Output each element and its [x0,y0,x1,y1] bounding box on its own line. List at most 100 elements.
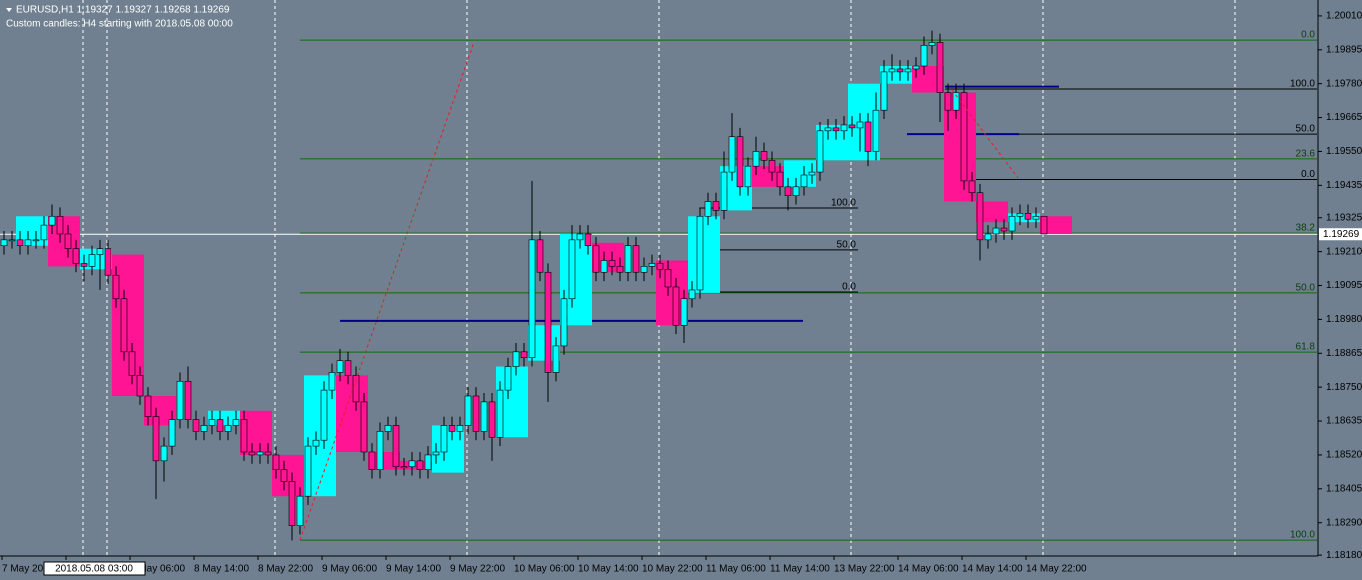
candle-body [232,419,240,426]
candle-body [80,263,88,267]
candle-body [400,466,408,469]
candle-body [632,245,640,273]
candle-body [184,380,192,420]
x-tick-label: 7 May 2018 [2,564,55,575]
x-tick-label: 10 May 14:00 [578,564,639,575]
candle-body [664,269,672,288]
candle-body [1008,215,1016,232]
candle-body [528,239,536,359]
candle-body [960,92,968,182]
y-tick-label: 1.19210 [1326,246,1362,257]
candle-body [864,121,872,152]
x-tick-label: 10 May 06:00 [514,564,575,575]
candle-body [376,431,384,470]
bid-box [1319,228,1362,241]
h4-candle [400,460,432,470]
candle-body [976,192,984,241]
candle-body [656,263,664,270]
candle-body [904,68,912,73]
candle-body [176,380,184,420]
candle-body [928,42,936,46]
candle-body [728,136,736,173]
y-tick-label: 1.18405 [1326,483,1362,494]
candle-body [112,274,120,300]
fib-label: 50.0 [1296,283,1316,294]
candle-body [648,263,656,267]
candle-body [536,239,544,273]
h4-candle [752,166,784,187]
candle-body [48,215,56,226]
candle-body [272,454,280,470]
candle-body [912,65,920,70]
candle-body [16,239,24,247]
candle-body [136,375,144,397]
x-tick-label: 9 May 22:00 [450,564,505,575]
y-tick-label: 1.20010 [1326,11,1362,22]
fib-label: 50.0 [837,240,857,251]
candle-body [280,469,288,482]
y-tick-label: 1.18980 [1326,314,1362,325]
candle-body [736,136,744,188]
plot-area: 0.0 23.6 38.2 50.0 61.8 100.0 100.0 50.0 0.0 100.… [0,0,1318,556]
y-tick-label: 1.18750 [1326,382,1362,393]
candle-body [120,298,128,353]
candle-body [304,445,312,497]
y-tick-label: 1.18290 [1326,517,1362,528]
crosshair-time-box [43,561,146,576]
candle-body [464,395,472,426]
y-tick-label: 1.18180 [1326,550,1362,561]
candle-body [568,239,576,300]
candle-body [720,171,728,211]
candle-body [1016,213,1024,217]
candle-body [792,186,800,196]
candle-body [576,233,584,241]
candle-body [0,239,8,247]
h4-candle [976,201,1008,223]
candle-body [368,451,376,470]
candle-body [96,248,104,255]
candle-body [712,201,720,211]
axes: 1.20010 1.19895 1.19780 1.19665 1.19550 1.194… [1,11,1362,575]
fib-label: 50.0 [1296,124,1316,135]
candle-body [704,201,712,217]
fib-label: 38.2 [1296,223,1316,234]
candle-body [288,481,296,526]
x-tick-label: 14 May 22:00 [1026,564,1087,575]
candle-body [440,425,448,453]
y-tick-label: 1.19550 [1326,146,1362,157]
candle-body [344,360,352,376]
candle-body [984,233,992,241]
candle-body [816,130,824,173]
candle-body [352,375,360,403]
candle-body [1024,213,1032,220]
fib-label: 100.0 [1290,79,1315,90]
candle-body [128,351,136,376]
x-tick-label: 8 May 06:00 [130,564,185,575]
fib-label: 61.8 [1296,342,1316,353]
h4-candle [208,410,240,426]
candle-body [680,298,688,326]
candle-body [496,389,504,438]
h4-candle [1008,213,1040,223]
candle-body [944,92,952,111]
menu-arrow[interactable] [6,8,12,12]
y-tick-label: 1.19665 [1326,112,1362,123]
h4-candle [432,425,464,473]
candle-body [696,215,704,291]
candle-body [824,127,832,132]
candle-body [104,248,112,276]
candle-body [552,345,560,373]
candle-body [56,215,64,235]
x-tick-label: 11 May 14:00 [770,564,830,575]
candle-body [472,395,480,432]
candle-body [424,454,432,470]
x-tick-label: 14 May 06:00 [898,564,959,575]
candle-body [992,227,1000,235]
candle-body [592,245,600,273]
candle-body [896,68,904,73]
trend-line [951,89,1019,179]
y-tick-label: 1.18520 [1326,450,1362,461]
candle-body [560,298,568,347]
candle-body [208,419,216,426]
